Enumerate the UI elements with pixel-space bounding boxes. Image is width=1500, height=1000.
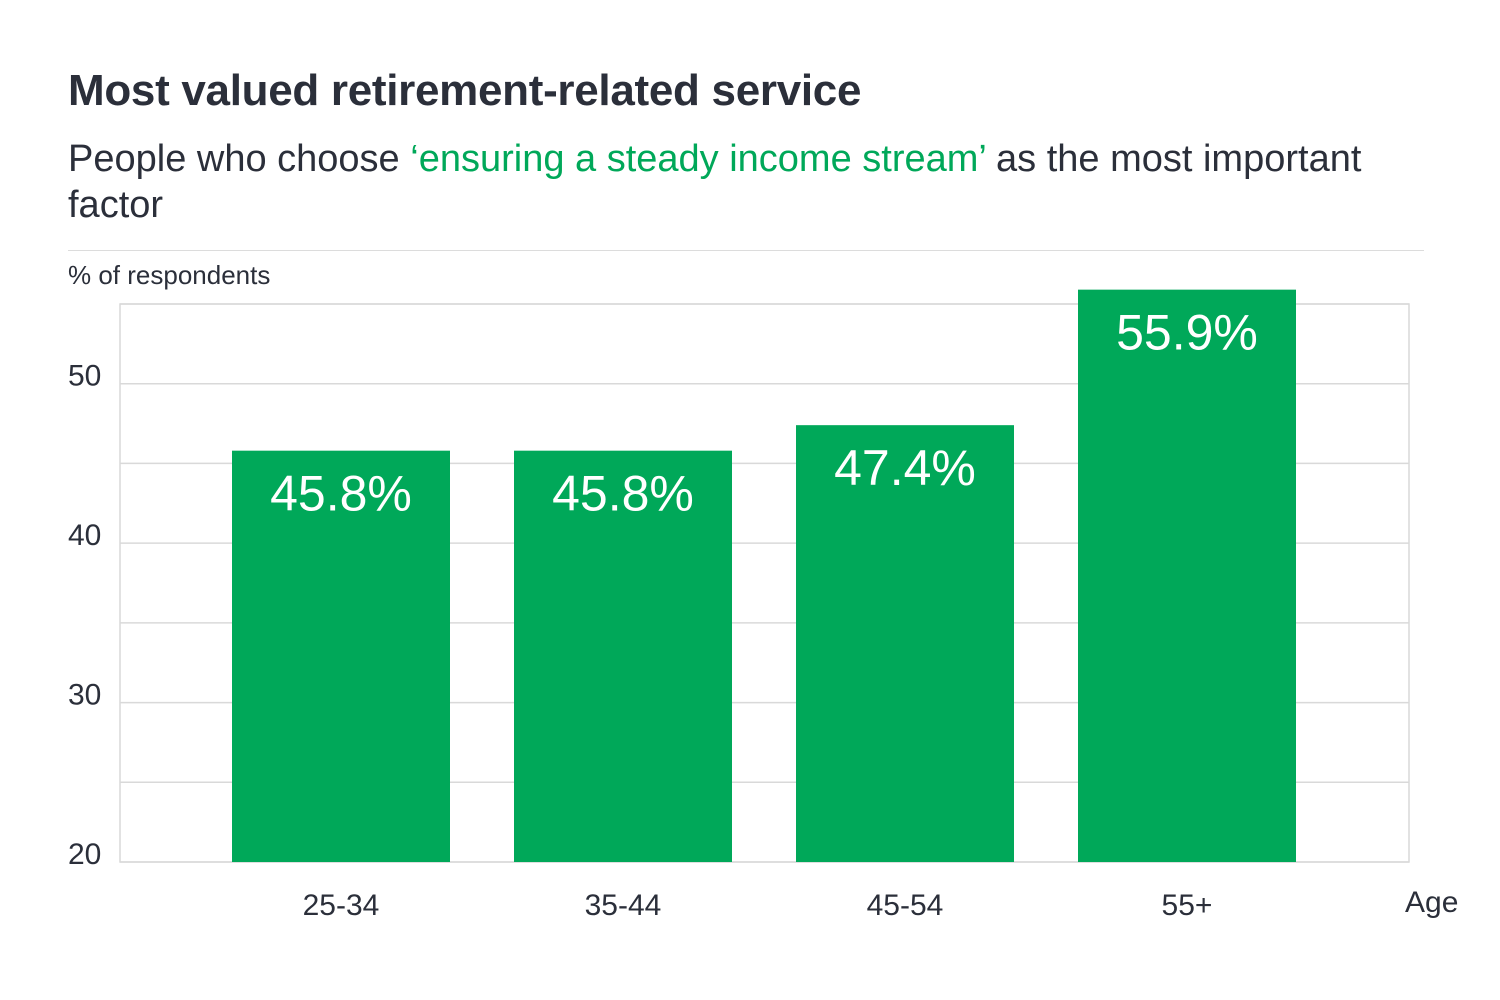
y-tick-label-50: 50 <box>68 360 101 393</box>
chart-subtitle: People who choose ‘ensuring a steady inc… <box>68 136 1448 228</box>
bar-value-label-25-34: 45.8% <box>270 466 412 522</box>
subtitle-text-before: People who choose <box>68 138 411 180</box>
header-divider <box>68 250 1424 251</box>
x-tick-label-35-44: 35-44 <box>585 889 662 922</box>
y-tick-label-20: 20 <box>68 838 101 871</box>
bar-45-54 <box>796 425 1014 862</box>
bar-25-34 <box>232 450 450 862</box>
subtitle-text-after: as the most important factor <box>68 138 1362 226</box>
x-tick-label-55+: 55+ <box>1162 889 1213 922</box>
y-tick-label-30: 30 <box>68 679 101 712</box>
bar-55+ <box>1078 289 1296 862</box>
y-axis-label: % of respondents <box>68 260 270 290</box>
y-tick-label-40: 40 <box>68 519 101 552</box>
x-tick-label-25-34: 25-34 <box>303 889 380 922</box>
chart-title: Most valued retirement-related service <box>68 66 862 115</box>
subtitle-highlight: ‘ensuring a steady income stream’ <box>410 138 986 180</box>
bars: 45.8% 45.8% 47.4% 55.9% <box>232 289 1296 862</box>
x-tick-labels: 25-34 35-44 45-54 55+ <box>303 889 1213 922</box>
y-tick-labels: 20 30 40 50 <box>68 360 101 871</box>
bar-value-label-55+: 55.9% <box>1116 305 1258 361</box>
bar-value-label-35-44: 45.8% <box>552 466 694 522</box>
bar-35-44 <box>514 450 732 862</box>
x-tick-label-45-54: 45-54 <box>867 889 944 922</box>
x-axis-label: Age <box>1405 886 1458 919</box>
bar-value-label-45-54: 47.4% <box>834 440 976 496</box>
